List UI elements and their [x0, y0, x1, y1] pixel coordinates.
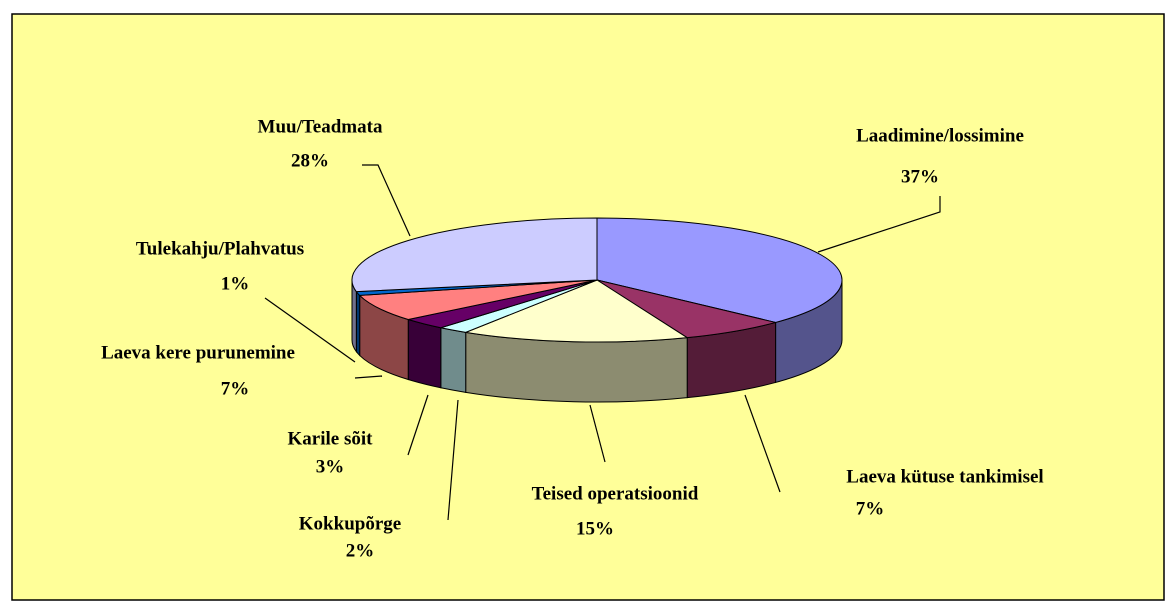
slice-side: [465, 331, 688, 403]
slice: [463, 279, 689, 343]
slice-label: Laadimine/lossimine: [856, 125, 1024, 146]
slice-label: Teised operatsioonid: [532, 483, 699, 504]
slice-value-label: 3%: [316, 456, 345, 477]
slice-label: Kokkupõrge: [299, 513, 401, 534]
slice-value-label: 37%: [901, 166, 939, 187]
slice: [596, 279, 776, 339]
slice-side: [355, 290, 361, 357]
slice-value-label: 28%: [291, 150, 329, 171]
slice-label: Tulekahju/Plahvatus: [136, 238, 304, 259]
leader-lines: [264, 164, 941, 521]
slice-value-label: 2%: [346, 540, 375, 561]
slice: [358, 279, 598, 321]
slice-value-label: 1%: [221, 273, 250, 294]
slice-label: Muu/Teadmata: [258, 116, 383, 137]
slice-label: Laeva kere purunemine: [101, 342, 295, 363]
slice-label: Laeva kütuse tankimisel: [846, 466, 1043, 487]
slice-value-label: 15%: [576, 518, 614, 539]
slice: [596, 217, 843, 323]
slice-value-label: 7%: [856, 498, 885, 519]
slice-side: [407, 318, 442, 389]
slice-side: [440, 327, 467, 393]
slice: [351, 217, 598, 293]
slice-label: Karile sõit: [288, 428, 374, 449]
slice-value-label: 7%: [221, 378, 250, 399]
